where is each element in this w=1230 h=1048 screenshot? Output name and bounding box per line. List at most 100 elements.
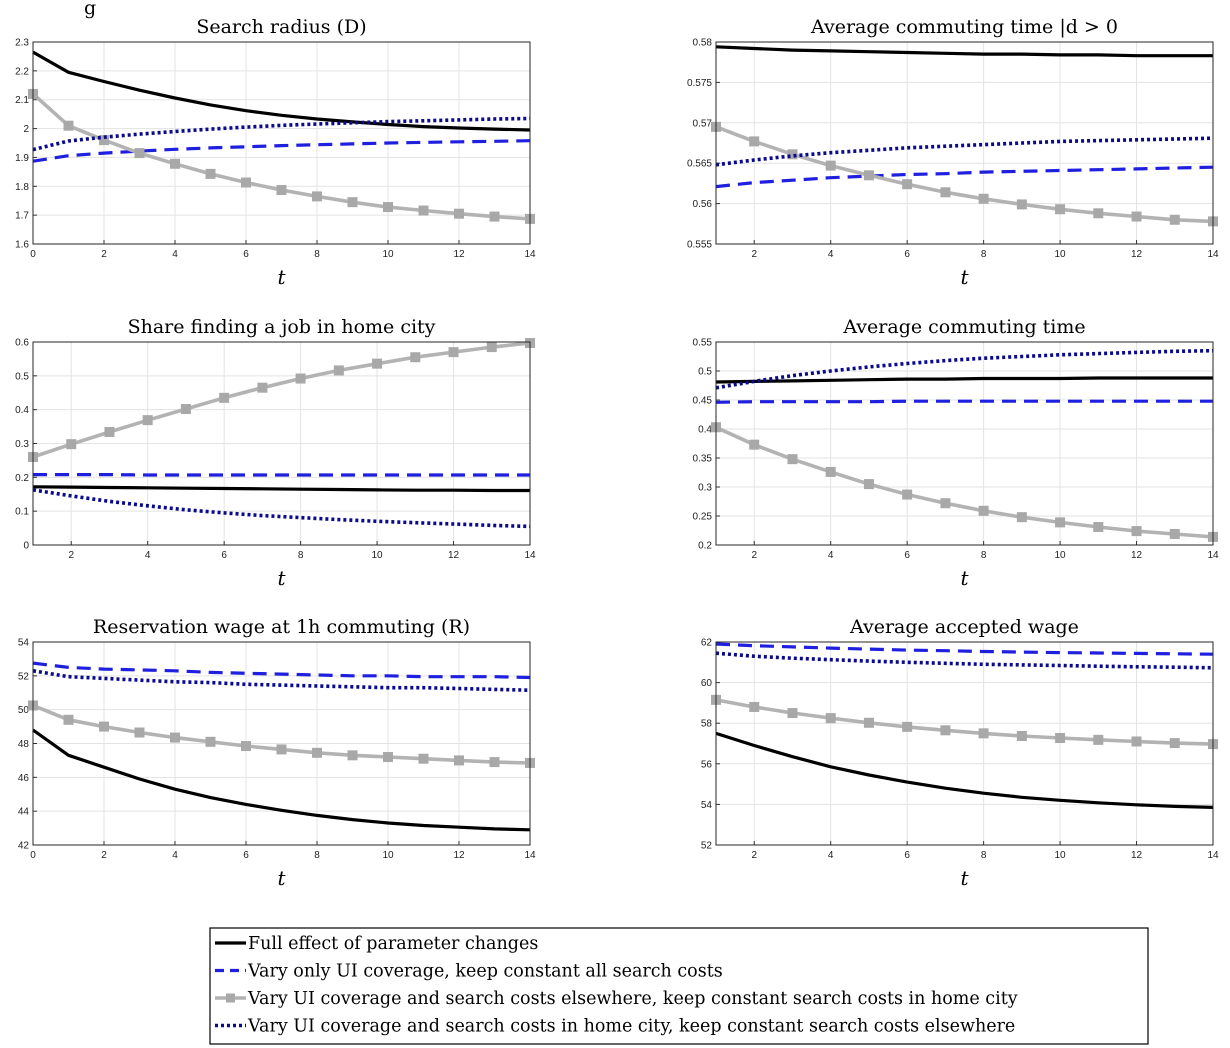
series-marker bbox=[749, 439, 760, 450]
series-marker bbox=[1093, 208, 1104, 219]
plot-frame bbox=[715, 41, 1214, 245]
x-tick-label: 10 bbox=[1055, 550, 1067, 561]
series-marker bbox=[825, 160, 836, 171]
x-tick-label: 4 bbox=[172, 249, 178, 260]
series-marker bbox=[347, 197, 358, 208]
series-marker bbox=[1055, 517, 1066, 528]
series-marker bbox=[295, 373, 306, 384]
panel-title: Average commuting time |d > 0 bbox=[810, 16, 1118, 38]
y-tick-label: 0.57 bbox=[693, 118, 713, 129]
series-line-dashed bbox=[715, 642, 1214, 656]
series-marker bbox=[1016, 730, 1027, 741]
x-tick-label: 10 bbox=[382, 249, 394, 260]
y-tick-label: 0.3 bbox=[15, 439, 29, 450]
legend-entry-label: Vary UI coverage and search costs elsewh… bbox=[247, 989, 1018, 1009]
plot-frame bbox=[32, 341, 531, 546]
x-tick-label: 14 bbox=[1207, 249, 1219, 260]
x-tick-label: 2 bbox=[751, 249, 757, 260]
x-tick-label: 12 bbox=[1131, 550, 1143, 561]
series-marker bbox=[1093, 522, 1104, 533]
legend-marker bbox=[226, 993, 235, 1003]
panel-1: 0 2 4 6 8 10 12 14 1.6 1.7 1.8 1.9 2 2.1 2.2 2.3 Search … bbox=[15, 16, 536, 289]
series-marker bbox=[312, 191, 322, 202]
series-marker bbox=[134, 727, 145, 738]
x-tick-label: 14 bbox=[1207, 550, 1219, 561]
series-line-solid bbox=[715, 376, 1213, 384]
series-marker bbox=[372, 358, 383, 369]
series-marker bbox=[863, 479, 874, 490]
series-marker bbox=[383, 202, 393, 213]
y-tick-label: 1.7 bbox=[15, 211, 29, 222]
legend-entry-label: Full effect of parameter changes bbox=[248, 934, 538, 954]
series-marker bbox=[448, 347, 459, 358]
legend-box bbox=[209, 927, 1149, 1045]
series-marker bbox=[1016, 512, 1027, 523]
series-marker bbox=[1131, 736, 1142, 747]
panel-title: Average commuting time bbox=[842, 316, 1085, 338]
x-tick-label: 8 bbox=[981, 850, 987, 861]
x-tick-label: 12 bbox=[453, 850, 465, 861]
y-tick-label: 52 bbox=[18, 671, 30, 682]
y-tick-label: 56 bbox=[701, 759, 713, 770]
series-line-markers bbox=[32, 341, 531, 459]
legend: Full effect of parameter changes Vary onl… bbox=[209, 927, 1149, 1045]
series-marker bbox=[749, 136, 760, 147]
series-marker bbox=[825, 466, 836, 477]
series-marker bbox=[205, 168, 216, 179]
y-tick-label: 2.1 bbox=[15, 95, 29, 106]
x-tick-label: 12 bbox=[1131, 249, 1143, 260]
series-line-dashed bbox=[32, 661, 531, 680]
series-marker bbox=[1055, 733, 1066, 744]
y-tick-label: 0.45 bbox=[693, 396, 713, 407]
y-tick-label: 42 bbox=[18, 841, 30, 852]
x-tick-label: 0 bbox=[30, 249, 36, 260]
series-line-dotted bbox=[32, 116, 531, 152]
series-marker bbox=[489, 211, 500, 222]
series-marker bbox=[1016, 199, 1027, 210]
y-tick-label: 0.5 bbox=[15, 371, 29, 382]
series-marker bbox=[454, 755, 464, 766]
y-tick-label: 54 bbox=[701, 800, 713, 811]
y-tick-label: 52 bbox=[701, 841, 713, 852]
x-axis-label: t bbox=[277, 566, 286, 590]
series-marker bbox=[142, 415, 153, 426]
panel-2: 2 4 6 8 10 12 14 0.555 0.56 0.565 0.57 0.575 0.58 Ave… bbox=[687, 16, 1219, 289]
series-marker bbox=[454, 208, 464, 219]
x-tick-label: 4 bbox=[828, 550, 834, 561]
series-marker bbox=[134, 148, 145, 159]
y-tick-label: 0.56 bbox=[693, 199, 713, 210]
y-tick-label: 1.8 bbox=[15, 182, 29, 193]
series-marker bbox=[940, 725, 951, 736]
x-tick-label: 14 bbox=[524, 550, 536, 561]
x-tick-label: 2 bbox=[101, 850, 107, 861]
plot-frame bbox=[32, 41, 531, 245]
y-tick-label: 50 bbox=[18, 705, 30, 716]
series-marker bbox=[276, 185, 287, 196]
plot-frame bbox=[715, 641, 1214, 846]
series-marker bbox=[170, 732, 180, 743]
x-tick-label: 2 bbox=[751, 850, 757, 861]
series-line-markers bbox=[715, 125, 1214, 224]
series-marker bbox=[383, 752, 393, 763]
y-tick-label: 0 bbox=[23, 541, 29, 552]
y-tick-label: 44 bbox=[18, 807, 30, 818]
series-line-dotted bbox=[715, 651, 1214, 670]
x-tick-label: 4 bbox=[145, 550, 151, 561]
x-tick-label: 4 bbox=[828, 850, 834, 861]
series-marker bbox=[205, 736, 216, 747]
series-marker bbox=[1169, 528, 1180, 539]
x-tick-label: 12 bbox=[453, 249, 465, 260]
series-line-dashed bbox=[715, 399, 1213, 404]
series-marker bbox=[241, 741, 251, 752]
x-tick-label: 14 bbox=[1207, 850, 1219, 861]
series-marker bbox=[347, 750, 358, 761]
series-marker bbox=[489, 757, 500, 768]
x-tick-label: 6 bbox=[904, 550, 910, 561]
series-line-solid bbox=[32, 485, 530, 493]
series-marker bbox=[312, 747, 322, 758]
series-marker bbox=[749, 701, 760, 712]
y-tick-label: 0.4 bbox=[698, 425, 712, 436]
plot-frame bbox=[32, 641, 531, 846]
x-tick-label: 0 bbox=[30, 850, 36, 861]
